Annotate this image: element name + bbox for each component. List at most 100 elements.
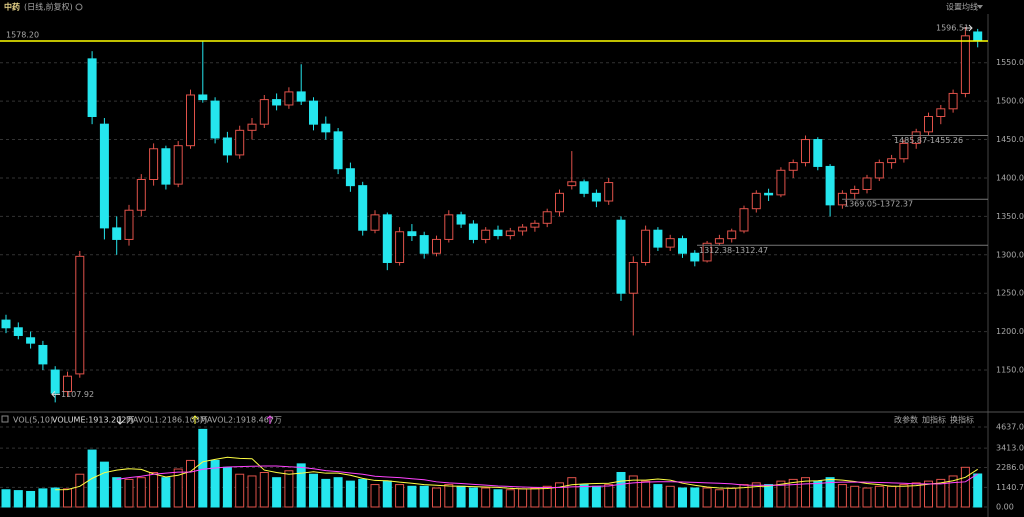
candle-body [161,148,171,185]
candle-body [419,235,429,254]
candle-body [493,229,503,237]
volume-bar [124,478,134,508]
settings-icon[interactable] [75,3,83,11]
chart-subtitle: (日线,前复权) [24,2,73,12]
volume-bar [542,485,552,508]
volume-bar [407,485,417,508]
volume-bar [862,487,872,508]
volume-bar [641,480,651,508]
candle-body [149,148,159,180]
volume-bar [13,490,23,508]
volume-bar [727,487,737,508]
candle-body [948,92,958,110]
volume-bar [776,480,786,508]
candle-body [567,181,577,187]
y-tick-label: 1550.00 [996,58,1024,67]
volume-bar [468,487,478,508]
volume-bar [788,478,798,508]
candle-body [124,209,134,240]
high-arrow [963,24,973,32]
range-label: 1369.05-1372.37 [844,200,913,209]
volume-bar [382,480,392,508]
ma-line [55,456,978,491]
volume-bar [813,480,823,508]
volume-bar [222,466,232,508]
candle-body [788,162,798,171]
dropdown-icon[interactable] [977,5,983,9]
candle-body [751,192,761,210]
candle-body [38,344,48,365]
volume-bar [345,480,355,508]
candle-body [924,115,933,133]
y-tick-label: 0.00 [996,503,1014,512]
volume-bar [616,471,626,508]
candle-body [173,145,183,185]
volume-bar [432,487,441,508]
candle-body [542,211,552,224]
candle-body [370,214,380,231]
candle-body [764,192,774,196]
panel-button[interactable]: 改参数 [894,415,918,425]
ma-settings-button[interactable]: 设置均线 [946,2,978,12]
candle-body [235,129,245,156]
legend-entry: MAVOL1:2186.103万 [126,416,208,425]
volume-bar [50,487,60,508]
candle-body [825,165,835,206]
volume-bar [173,468,183,508]
candle-body [973,31,983,42]
volume-bar [960,466,970,508]
low-label: 1107.92 [61,390,94,399]
candle-body [862,177,872,190]
volume-bar [702,487,712,508]
candle-body [296,91,306,102]
low-arrow [51,391,60,398]
candle-body [63,375,72,393]
y-tick-label: 3413.00 [996,444,1024,453]
legend-entry: MAVOL2:1918.467万 [200,416,282,425]
y-tick-label: 4637.00 [996,423,1024,432]
candle-body [112,227,122,240]
volume-bar [235,473,245,508]
candle-body [136,178,146,211]
candle-body [432,238,441,254]
candle-body [899,142,909,160]
y-tick-label: 1500.00 [996,97,1024,106]
volume-bar [591,485,601,508]
panel-button[interactable]: 换指标 [950,415,974,425]
candle-body [604,182,614,202]
candle-body [874,162,884,179]
volume-bar [751,482,761,508]
y-tick-label: 1350.00 [996,212,1024,221]
volume-bar [505,489,515,508]
candle-body [99,123,109,229]
candle-body [481,229,491,240]
candle-body [678,238,687,254]
volume-bar [309,473,318,508]
y-tick-label: 1150.00 [996,366,1024,375]
volume-bar [259,471,269,508]
trend-arrow [266,415,274,424]
candle-body [641,229,651,263]
volume-bar [26,490,36,508]
volume-bar [136,477,146,508]
y-tick-label: 2286.00 [996,463,1024,472]
candle-body [75,255,85,375]
y-tick-label: 1400.00 [996,173,1024,182]
volume-bar [936,478,946,508]
trend-arrow [116,416,124,425]
volume-bar [653,484,663,508]
candle-body [333,131,343,170]
volume-bar [198,428,208,508]
volume-bar [973,473,983,508]
volume-bar [764,484,774,508]
volume-bar [210,459,220,508]
candle-body [776,169,786,196]
panel-button[interactable]: 加指标 [922,415,946,425]
candle-body [714,238,724,244]
panel-toggle[interactable] [1,415,9,423]
volume-bar [149,471,159,508]
candle-body [518,226,528,232]
volume-bar [493,489,503,508]
candle-body [50,369,60,394]
candle-body [358,185,368,231]
